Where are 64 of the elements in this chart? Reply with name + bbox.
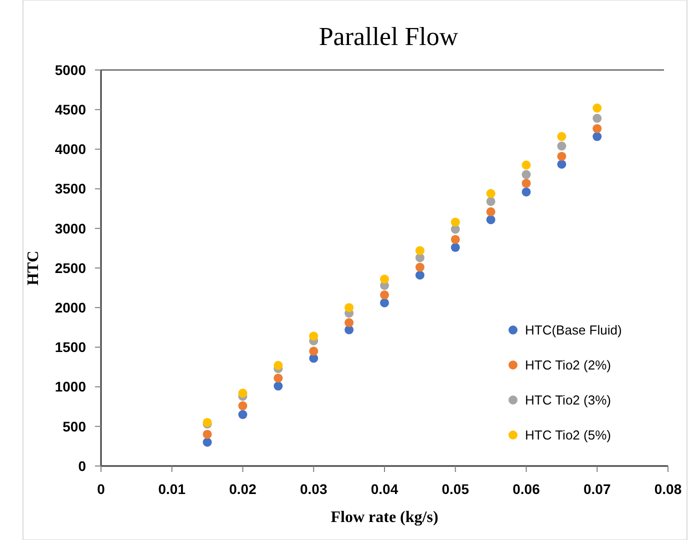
chart-title: Parallel Flow xyxy=(318,22,458,51)
point xyxy=(380,274,389,284)
point xyxy=(380,298,389,308)
point xyxy=(592,104,602,113)
y-tick-label: 1000 xyxy=(54,378,86,395)
point xyxy=(202,430,212,439)
point xyxy=(415,262,424,272)
y-tick-label: 5000 xyxy=(54,62,86,78)
y-tick-label: 500 xyxy=(62,418,86,434)
y-tick-label: 0 xyxy=(78,458,86,474)
point xyxy=(557,160,566,169)
point xyxy=(274,382,283,391)
point xyxy=(486,207,496,216)
y-axis-title: HTC xyxy=(25,250,42,286)
x-tick-label: 0.08 xyxy=(654,481,682,497)
point xyxy=(592,114,602,123)
point xyxy=(202,438,212,447)
x-tick-label: 0.04 xyxy=(370,481,398,497)
x-tick-label: 0.03 xyxy=(300,481,328,497)
x-tick-label: 0.06 xyxy=(512,481,540,497)
point xyxy=(522,160,531,170)
point xyxy=(450,218,460,227)
point xyxy=(309,332,318,341)
point xyxy=(522,170,531,180)
point xyxy=(592,124,602,134)
x-tick-label: 0.01 xyxy=(158,481,186,497)
point xyxy=(592,132,602,142)
point xyxy=(238,388,248,398)
point xyxy=(274,374,283,383)
point xyxy=(309,346,318,356)
y-tick-label: 3500 xyxy=(54,180,86,197)
x-tick-label: 0 xyxy=(97,481,106,497)
point xyxy=(450,242,460,252)
y-tick-label: 4000 xyxy=(54,141,86,158)
point xyxy=(344,318,354,328)
legend-label: HTC Tio2 (3%) xyxy=(525,392,611,408)
y-tick-label: 3000 xyxy=(54,220,86,236)
x-tick-label: 0.07 xyxy=(584,481,611,497)
point xyxy=(380,290,389,300)
point xyxy=(344,303,354,312)
y-tick-label: 2500 xyxy=(54,260,86,276)
point xyxy=(486,189,496,198)
legend-label: HTC Tio2 (5%) xyxy=(525,428,611,443)
point xyxy=(238,401,248,410)
point xyxy=(557,142,566,151)
point xyxy=(522,178,531,188)
point xyxy=(415,270,424,280)
point xyxy=(557,132,566,142)
point xyxy=(557,152,566,161)
x-axis-title: Flow rate (kg/s) xyxy=(330,509,438,526)
y-tick-label: 2000 xyxy=(54,300,86,316)
legend-label: HTC Tio2 (2%) xyxy=(525,358,611,373)
point xyxy=(238,410,248,420)
point xyxy=(415,246,424,256)
point xyxy=(274,360,283,370)
point xyxy=(486,196,496,206)
point xyxy=(522,187,531,196)
x-tick-label: 0.05 xyxy=(442,481,470,497)
y-tick-label: 1500 xyxy=(54,339,86,356)
x-tick-label: 0.02 xyxy=(229,481,257,497)
point xyxy=(486,215,496,224)
point xyxy=(450,234,460,244)
legend-label: HTC(Base Fluid) xyxy=(525,322,622,338)
y-tick-label: 4500 xyxy=(54,102,86,118)
